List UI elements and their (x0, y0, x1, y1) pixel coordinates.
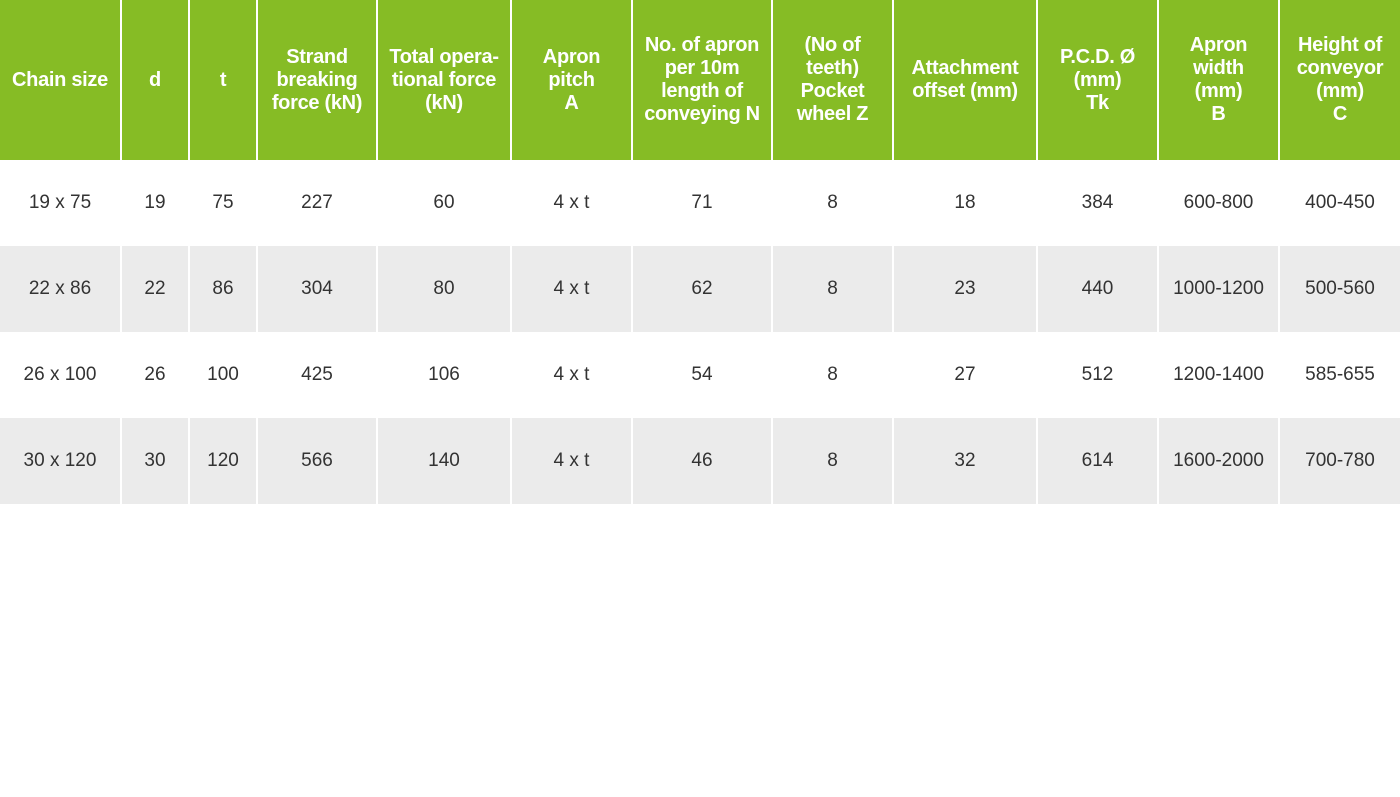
header-t: t (188, 0, 257, 160)
table-cell: 8 (771, 160, 893, 246)
table-cell: 19 (120, 160, 189, 246)
table-cell: 23 (892, 246, 1037, 332)
table-row: 30 x 120 30 120 566 140 4 x t 46 8 32 61… (0, 418, 1400, 504)
table-cell: 500-560 (1278, 246, 1400, 332)
table-cell: 1200-1400 (1157, 332, 1279, 418)
table-cell: 22 (120, 246, 189, 332)
table-cell: 304 (256, 246, 377, 332)
table-cell: 30 x 120 (0, 418, 121, 504)
table-cell: 18 (892, 160, 1037, 246)
table-cell: 400-450 (1278, 160, 1400, 246)
table-row: 19 x 75 19 75 227 60 4 x t 71 8 18 384 6… (0, 160, 1400, 246)
table-cell: 86 (188, 246, 257, 332)
header-pocket-wheel-teeth: (No of teeth) Pocket wheel Z (771, 0, 893, 160)
header-label: Strand breaking force (kN) (271, 45, 363, 114)
table-cell: 1000-1200 (1157, 246, 1279, 332)
table-cell: 80 (376, 246, 511, 332)
header-apron-pitch: Apron pitch A (510, 0, 632, 160)
table-cell: 100 (188, 332, 257, 418)
header-label: Chain size (12, 68, 108, 91)
header-label: P.C.D. Ø (mm) Tk (1059, 45, 1136, 114)
header-label: Apron width (mm) B (1189, 34, 1248, 125)
header-chain-size: Chain size (0, 0, 121, 160)
header-apron-width: Apron width (mm) B (1157, 0, 1279, 160)
header-label: Apron pitch A (542, 45, 601, 114)
table-cell: 4 x t (510, 246, 632, 332)
table-cell: 8 (771, 332, 893, 418)
header-label: Total opera- tional force (kN) (389, 45, 499, 114)
header-attachment-offset: Attachment offset (mm) (892, 0, 1037, 160)
table-cell: 26 x 100 (0, 332, 121, 418)
table-cell: 4 x t (510, 160, 632, 246)
table-cell: 384 (1036, 160, 1158, 246)
table-cell: 30 (120, 418, 189, 504)
header-d: d (120, 0, 189, 160)
table-cell: 22 x 86 (0, 246, 121, 332)
table-cell: 19 x 75 (0, 160, 121, 246)
table-row: 26 x 100 26 100 425 106 4 x t 54 8 27 51… (0, 332, 1400, 418)
table-cell: 62 (631, 246, 772, 332)
header-label: d (149, 68, 161, 91)
table-cell: 227 (256, 160, 377, 246)
table-cell: 71 (631, 160, 772, 246)
table-header-row: Chain size d t Strand breaking force (kN… (0, 0, 1400, 160)
header-strand-breaking-force: Strand breaking force (kN) (256, 0, 377, 160)
table-cell: 425 (256, 332, 377, 418)
header-label: (No of teeth) Pocket wheel Z (796, 34, 869, 125)
table-cell: 4 x t (510, 332, 632, 418)
header-label: t (219, 68, 227, 91)
table-cell: 120 (188, 418, 257, 504)
table-cell: 27 (892, 332, 1037, 418)
table-cell: 4 x t (510, 418, 632, 504)
table-cell: 32 (892, 418, 1037, 504)
table-cell: 140 (376, 418, 511, 504)
table-cell: 106 (376, 332, 511, 418)
header-label: Attachment offset (mm) (911, 57, 1019, 102)
table-cell: 54 (631, 332, 772, 418)
header-apron-count: No. of apron per 10m length of conveying… (631, 0, 772, 160)
table-cell: 700-780 (1278, 418, 1400, 504)
header-total-operational-force: Total opera- tional force (kN) (376, 0, 511, 160)
header-label: No. of apron per 10m length of conveying… (644, 34, 760, 125)
table-cell: 440 (1036, 246, 1158, 332)
table-cell: 8 (771, 246, 893, 332)
header-conveyor-height: Height of conveyor (mm) C (1278, 0, 1400, 160)
table-cell: 585-655 (1278, 332, 1400, 418)
header-pcd: P.C.D. Ø (mm) Tk (1036, 0, 1158, 160)
chain-spec-table: Chain size d t Strand breaking force (kN… (0, 0, 1400, 504)
table-row: 22 x 86 22 86 304 80 4 x t 62 8 23 440 1… (0, 246, 1400, 332)
table-cell: 600-800 (1157, 160, 1279, 246)
table-cell: 512 (1036, 332, 1158, 418)
table-cell: 8 (771, 418, 893, 504)
table-cell: 614 (1036, 418, 1158, 504)
table-cell: 26 (120, 332, 189, 418)
table-cell: 60 (376, 160, 511, 246)
table-cell: 566 (256, 418, 377, 504)
table-cell: 46 (631, 418, 772, 504)
table-cell: 1600-2000 (1157, 418, 1279, 504)
table-cell: 75 (188, 160, 257, 246)
header-label: Height of conveyor (mm) C (1296, 34, 1384, 125)
